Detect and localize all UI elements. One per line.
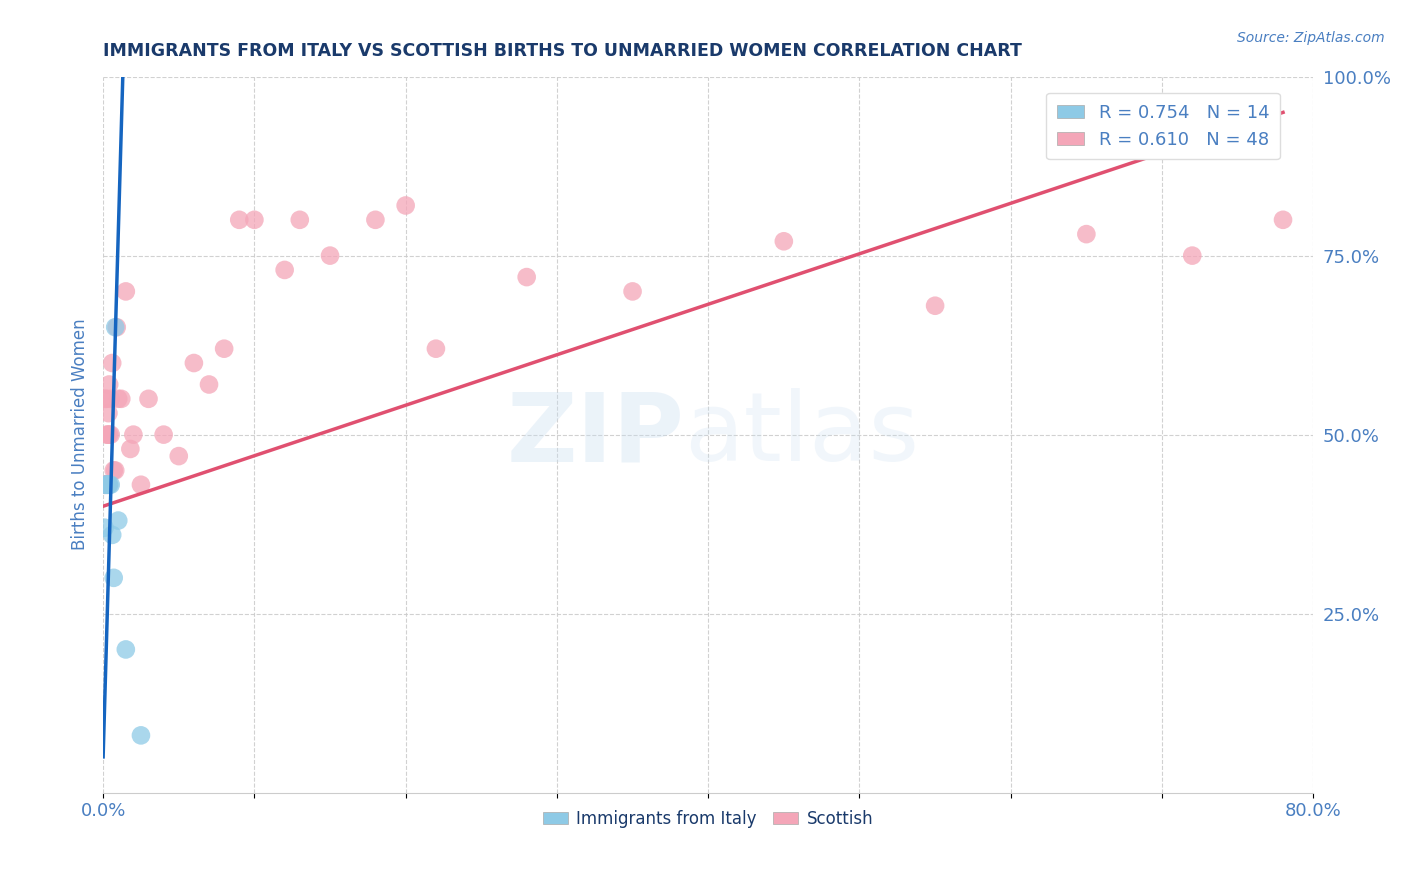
- Point: [100, 392, 122, 406]
- Point: [288, 212, 311, 227]
- Point: [114, 642, 136, 657]
- Point: [924, 299, 946, 313]
- Point: [273, 263, 295, 277]
- Point: [105, 320, 128, 334]
- Point: [104, 320, 127, 334]
- Text: IMMIGRANTS FROM ITALY VS SCOTTISH BIRTHS TO UNMARRIED WOMEN CORRELATION CHART: IMMIGRANTS FROM ITALY VS SCOTTISH BIRTHS…: [103, 42, 1022, 60]
- Point: [97, 477, 120, 491]
- Point: [138, 392, 160, 406]
- Point: [107, 392, 129, 406]
- Point: [395, 198, 418, 212]
- Point: [1181, 249, 1204, 263]
- Point: [93, 477, 115, 491]
- Point: [183, 356, 205, 370]
- Text: ZIP: ZIP: [506, 388, 683, 481]
- Point: [103, 571, 125, 585]
- Point: [152, 427, 174, 442]
- Point: [93, 521, 115, 535]
- Point: [100, 427, 122, 442]
- Point: [98, 377, 121, 392]
- Point: [364, 212, 387, 227]
- Point: [104, 463, 127, 477]
- Point: [98, 427, 121, 442]
- Point: [120, 442, 142, 456]
- Point: [516, 270, 538, 285]
- Point: [198, 377, 221, 392]
- Point: [93, 477, 115, 491]
- Point: [228, 212, 250, 227]
- Point: [96, 392, 118, 406]
- Point: [621, 285, 644, 299]
- Point: [114, 285, 136, 299]
- Point: [243, 212, 266, 227]
- Point: [100, 477, 122, 491]
- Legend: Immigrants from Italy, Scottish: Immigrants from Italy, Scottish: [536, 803, 880, 834]
- Point: [103, 463, 125, 477]
- Point: [93, 477, 115, 491]
- Point: [129, 477, 152, 491]
- Y-axis label: Births to Unmarried Women: Births to Unmarried Women: [72, 318, 89, 550]
- Text: Source: ZipAtlas.com: Source: ZipAtlas.com: [1237, 31, 1385, 45]
- Point: [167, 449, 190, 463]
- Point: [98, 477, 121, 491]
- Point: [94, 392, 117, 406]
- Point: [122, 427, 145, 442]
- Point: [96, 477, 118, 491]
- Point: [96, 427, 118, 442]
- Point: [772, 235, 794, 249]
- Point: [101, 528, 124, 542]
- Point: [1076, 227, 1098, 241]
- Point: [425, 342, 447, 356]
- Point: [97, 477, 120, 491]
- Text: atlas: atlas: [683, 388, 920, 481]
- Point: [97, 477, 120, 491]
- Point: [97, 477, 120, 491]
- Point: [110, 392, 132, 406]
- Point: [96, 477, 118, 491]
- Point: [97, 427, 120, 442]
- Point: [129, 728, 152, 742]
- Point: [94, 477, 117, 491]
- Point: [1272, 212, 1295, 227]
- Point: [107, 514, 129, 528]
- Point: [319, 249, 342, 263]
- Point: [94, 477, 117, 491]
- Point: [212, 342, 235, 356]
- Point: [96, 477, 118, 491]
- Point: [97, 406, 120, 420]
- Point: [96, 477, 118, 491]
- Point: [101, 356, 124, 370]
